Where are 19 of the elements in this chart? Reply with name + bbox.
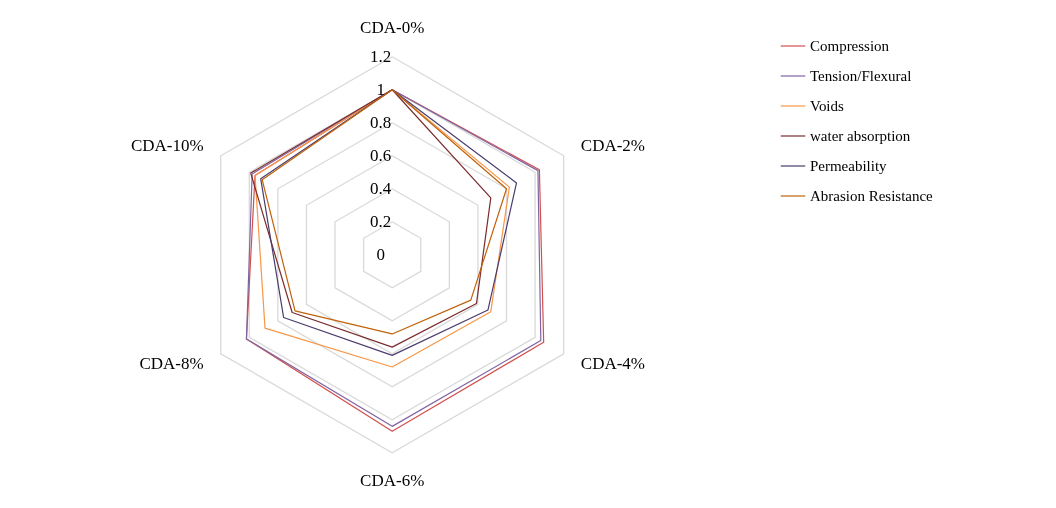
y-tick-label: 0.8	[370, 112, 392, 132]
legend-label: Voids	[809, 98, 845, 114]
spoke-label: CDA-2%	[580, 135, 645, 155]
spoke-label: CDA-8%	[139, 353, 204, 373]
y-tick-label: 1	[376, 79, 385, 99]
y-tick-label: 0.6	[370, 145, 392, 165]
spoke-label: CDA-4%	[580, 353, 645, 373]
spoke-label: CDA-6%	[360, 470, 425, 490]
legend-label: Tension/Flexural	[809, 68, 912, 84]
legend-label: Compression	[809, 38, 890, 54]
y-tick-label: 1.2	[370, 46, 392, 66]
y-tick-label: 0.4	[370, 178, 392, 198]
y-tick-label: 0.2	[370, 211, 392, 231]
legend-label: water absorption	[809, 128, 911, 144]
legend-label: Abrasion Resistance	[809, 188, 934, 204]
legend-label: Permeability	[809, 158, 888, 174]
y-tick-label: 0	[376, 244, 385, 264]
spoke-label: CDA-0%	[360, 17, 425, 37]
spoke-label: CDA-10%	[130, 135, 204, 155]
